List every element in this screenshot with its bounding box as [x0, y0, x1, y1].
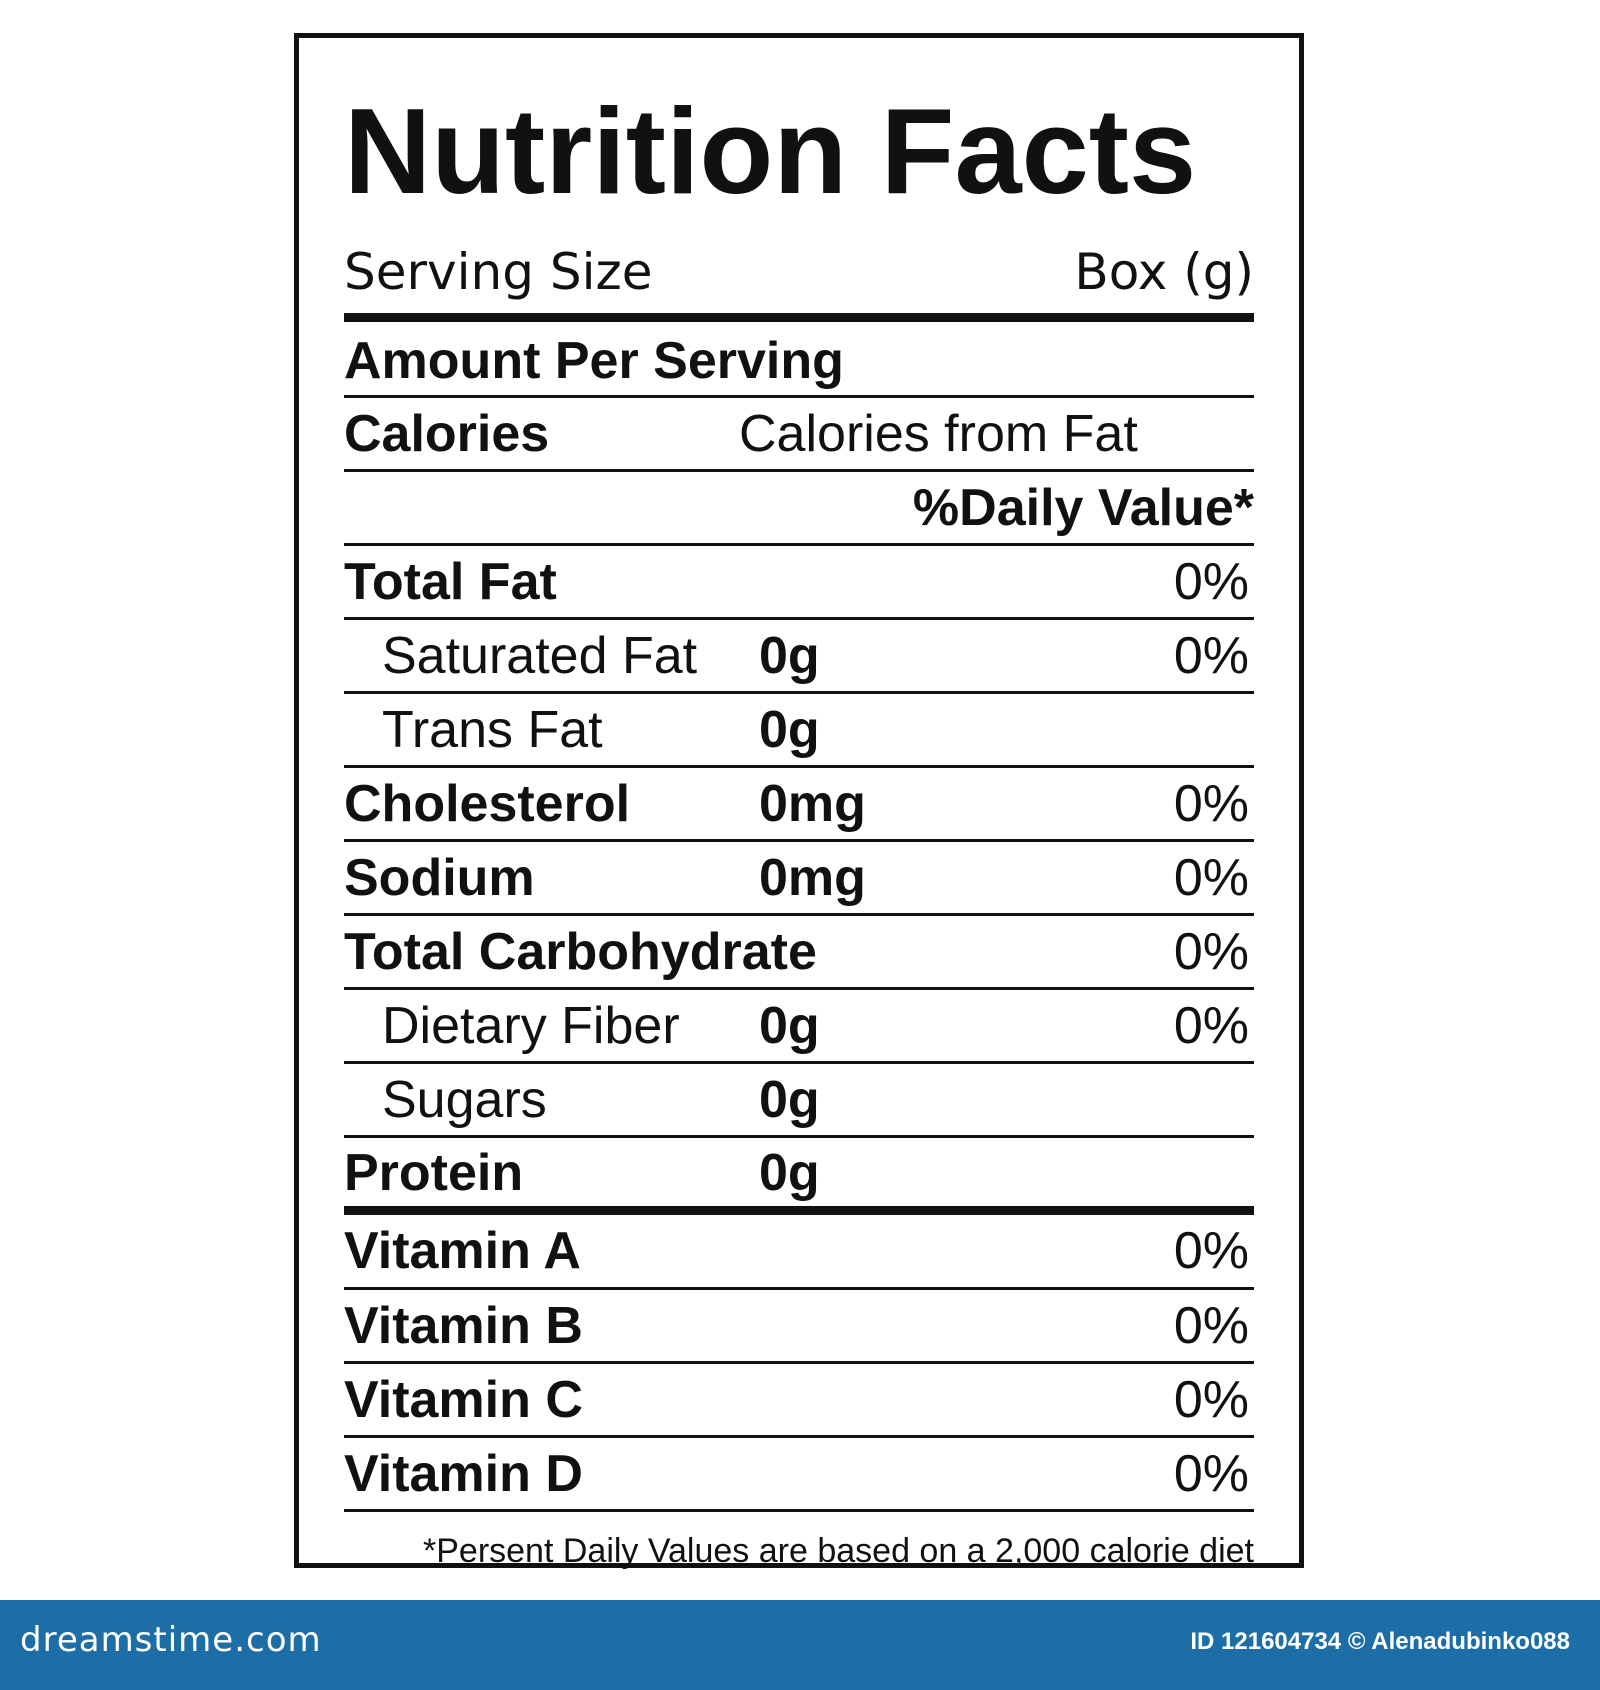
- vitamin-name: Vitamin C: [344, 1370, 583, 1429]
- nutrient-name: Sodium: [344, 848, 535, 907]
- thick-divider: [344, 1206, 1254, 1215]
- nutrition-label: Nutrition Facts Serving Size Box (g) Amo…: [294, 33, 1304, 1570]
- nutrient-daily-value: 0%: [1173, 626, 1249, 685]
- nutrient-name: Trans Fat: [382, 700, 603, 759]
- vitamin-name: Vitamin D: [344, 1444, 583, 1503]
- nutrient-daily-value: 0%: [1173, 922, 1249, 981]
- nutrient-row-total-fat: Total Fat 0%: [344, 546, 1254, 620]
- vitamin-daily-value: 0%: [1173, 1222, 1249, 1280]
- nutrient-name: Total Carbohydrate: [344, 922, 817, 981]
- daily-value-header-row: %Daily Value*: [344, 472, 1254, 546]
- vitamin-row-a: Vitamin A 0%: [344, 1215, 1254, 1290]
- nutrient-amount: 0g: [759, 626, 820, 685]
- vitamin-row-b: Vitamin B 0%: [344, 1290, 1254, 1364]
- nutrient-name: Total Fat: [344, 552, 557, 611]
- nutrient-name: Saturated Fat: [382, 626, 698, 685]
- image-credit: ID 121604734 © Alenadubinko088: [1190, 1628, 1570, 1655]
- nutrient-name: Dietary Fiber: [382, 996, 680, 1055]
- vitamin-daily-value: 0%: [1173, 1296, 1249, 1355]
- nutrient-amount: 0mg: [759, 774, 866, 833]
- vitamin-daily-value: 0%: [1173, 1370, 1249, 1429]
- calories-row: Calories Calories from Fat: [344, 398, 1254, 472]
- serving-size-label: Serving Size: [344, 243, 653, 301]
- brand-logo: dreamstime.com: [20, 1620, 322, 1660]
- nutrient-daily-value: 0%: [1173, 552, 1249, 611]
- vitamin-name: Vitamin A: [344, 1222, 581, 1280]
- nutrient-row-sodium: Sodium 0mg 0%: [344, 842, 1254, 916]
- vitamin-name: Vitamin B: [344, 1296, 583, 1355]
- serving-size-value: Box (g): [1074, 243, 1254, 301]
- nutrient-row-protein: Protein 0g: [344, 1138, 1254, 1208]
- thick-divider: [344, 313, 1254, 322]
- nutrient-row-sugars: Sugars 0g: [344, 1064, 1254, 1138]
- vitamin-row-d: Vitamin D 0%: [344, 1438, 1254, 1512]
- nutrient-name: Cholesterol: [344, 774, 631, 833]
- daily-value-header: %Daily Value*: [912, 478, 1254, 537]
- label-title: Nutrition Facts: [344, 83, 1197, 219]
- calories-label: Calories: [344, 404, 550, 463]
- nutrient-row-total-carbohydrate: Total Carbohydrate 0%: [344, 916, 1254, 990]
- calories-from-fat-label: Calories from Fat: [739, 404, 1138, 463]
- nutrient-daily-value: 0%: [1173, 848, 1249, 907]
- serving-size-row: Serving Size Box (g): [344, 243, 1254, 303]
- nutrient-row-saturated-fat: Saturated Fat 0g 0%: [344, 620, 1254, 694]
- nutrient-name: Protein: [344, 1144, 524, 1202]
- nutrient-daily-value: 0%: [1173, 996, 1249, 1055]
- nutrient-amount: 0mg: [759, 848, 866, 907]
- nutrient-row-dietary-fiber: Dietary Fiber 0g 0%: [344, 990, 1254, 1064]
- watermark-footer: dreamstime.com ID 121604734 © Alenadubin…: [0, 1600, 1600, 1690]
- vitamin-daily-value: 0%: [1173, 1444, 1249, 1503]
- vitamin-row-c: Vitamin C 0%: [344, 1364, 1254, 1438]
- footnote: *Persent Daily Values are based on a 2,0…: [423, 1532, 1254, 1570]
- nutrient-amount: 0g: [759, 996, 820, 1055]
- nutrient-amount: 0g: [759, 700, 820, 759]
- nutrient-row-trans-fat: Trans Fat 0g: [344, 694, 1254, 768]
- amount-per-serving-label: Amount Per Serving: [344, 331, 844, 390]
- amount-per-serving-row: Amount Per Serving: [344, 326, 1254, 398]
- nutrient-row-cholesterol: Cholesterol 0mg 0%: [344, 768, 1254, 842]
- nutrient-amount: 0g: [759, 1144, 820, 1202]
- nutrient-daily-value: 0%: [1173, 774, 1249, 833]
- nutrient-amount: 0g: [759, 1070, 820, 1129]
- nutrient-name: Sugars: [382, 1070, 547, 1129]
